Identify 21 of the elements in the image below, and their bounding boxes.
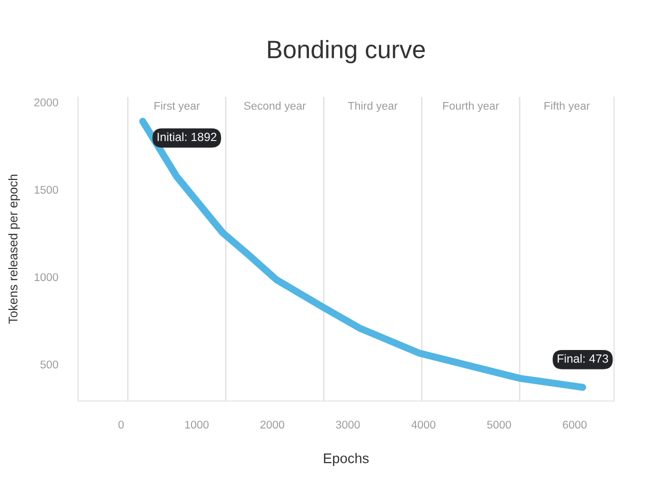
x-tick-label: 2000: [260, 420, 284, 429]
ref-line-label: Fourth year: [443, 102, 499, 112]
x-tick-label: 3000: [336, 420, 360, 429]
ref-line-label: Second year: [244, 102, 306, 112]
x-tick-label: 0: [118, 420, 124, 429]
y-tick-label: 500: [40, 360, 58, 368]
x-tick-label: 1000: [185, 420, 209, 429]
x-tick-label: 5000: [487, 420, 512, 429]
x-tick-label: 6000: [562, 420, 587, 429]
y-tick-label: 1000: [34, 273, 58, 282]
x-axis-title: Epochs: [324, 453, 369, 466]
ref-line-label: Third year: [348, 102, 398, 112]
annotation: Initial: 1892: [158, 132, 216, 142]
y-tick-label: 1500: [34, 186, 58, 194]
chart-title: Bonding curve: [268, 40, 425, 64]
ref-line-label: First year: [154, 102, 200, 112]
x-tick-label: 4000: [411, 420, 436, 429]
y-tick-label: 2000: [34, 98, 58, 106]
y-axis-title: Tokens released per epoch: [8, 174, 20, 324]
annotation: Final: 473: [558, 354, 608, 363]
ref-line-label: Fifth year: [544, 102, 590, 112]
